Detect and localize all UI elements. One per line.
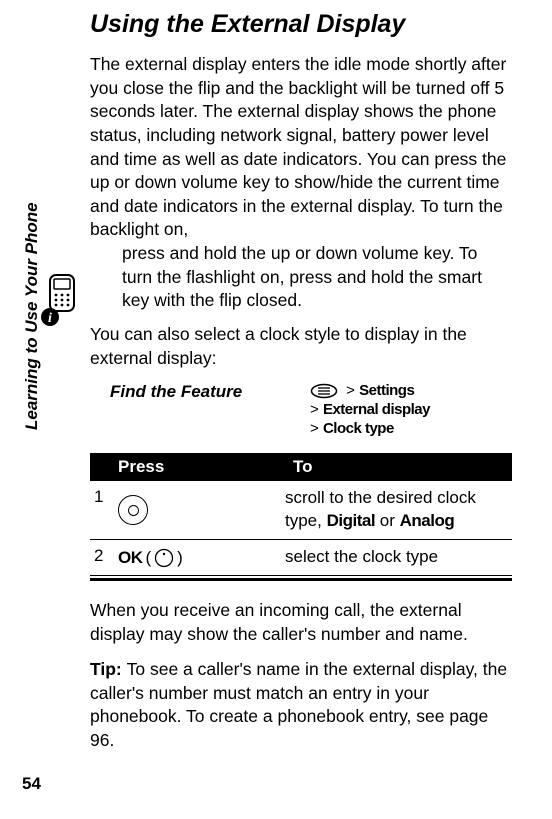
table-row: 2 OK ( ) select the clock type [90, 540, 512, 576]
body-paragraph-1a: The external display enters the idle mod… [90, 53, 512, 242]
row1-to-d: Analog [400, 511, 455, 530]
tip-text: To see a caller's name in the external d… [90, 659, 507, 750]
ok-label: OK [118, 548, 143, 568]
side-section-label: Learning to Use Your Phone [22, 202, 42, 430]
table-row: 1 scroll to the desired clock type, Digi… [90, 481, 512, 540]
tip-label: Tip: [90, 659, 127, 679]
feature-path-2-prefix: > [310, 401, 323, 418]
table-row-press: OK ( ) [118, 546, 285, 569]
feature-path-1: Settings [359, 382, 414, 399]
section-heading: Using the External Display [90, 10, 512, 39]
table-row-to: select the clock type [285, 546, 512, 569]
feature-path-3: Clock type [323, 420, 394, 437]
feature-path-1-prefix: > [346, 382, 359, 399]
menu-key-icon [310, 383, 338, 399]
table-row-press [118, 487, 285, 533]
nav-key-icon [118, 495, 148, 525]
table-header-to: To [285, 453, 512, 481]
svg-text:i: i [48, 311, 52, 326]
feature-path-3-prefix: > [310, 420, 323, 437]
phone-info-icon: i [40, 273, 82, 327]
tip-paragraph: Tip: To see a caller's name in the exter… [90, 658, 512, 753]
paren-close: ) [177, 548, 183, 568]
softkey-icon [154, 548, 174, 568]
paren-open: ( [146, 548, 152, 568]
find-feature-label: Find the Feature [110, 382, 310, 439]
feature-path: > Settings > External display > Clock ty… [310, 382, 430, 439]
table-row-to: scroll to the desired clock type, Digita… [285, 487, 512, 533]
find-feature-block: Find the Feature > Settings > External d… [110, 382, 512, 439]
row1-to-c: or [375, 511, 400, 530]
table-header-press: Press [90, 453, 285, 481]
table-end-rule [90, 578, 512, 581]
feature-path-2: External display [323, 401, 430, 418]
page-number: 54 [22, 774, 41, 794]
body-paragraph-1b: press and hold the up or down volume key… [122, 242, 512, 313]
table-row-num: 2 [90, 546, 118, 569]
table-row-num: 1 [90, 487, 118, 533]
row1-to-b: Digital [327, 511, 375, 530]
table-header-row: Press To [90, 453, 512, 481]
instruction-table: Press To 1 scroll to the desired clock t… [90, 453, 512, 581]
body-paragraph-2: You can also select a clock style to dis… [90, 323, 512, 370]
body-paragraph-3: When you receive an incoming call, the e… [90, 599, 512, 646]
